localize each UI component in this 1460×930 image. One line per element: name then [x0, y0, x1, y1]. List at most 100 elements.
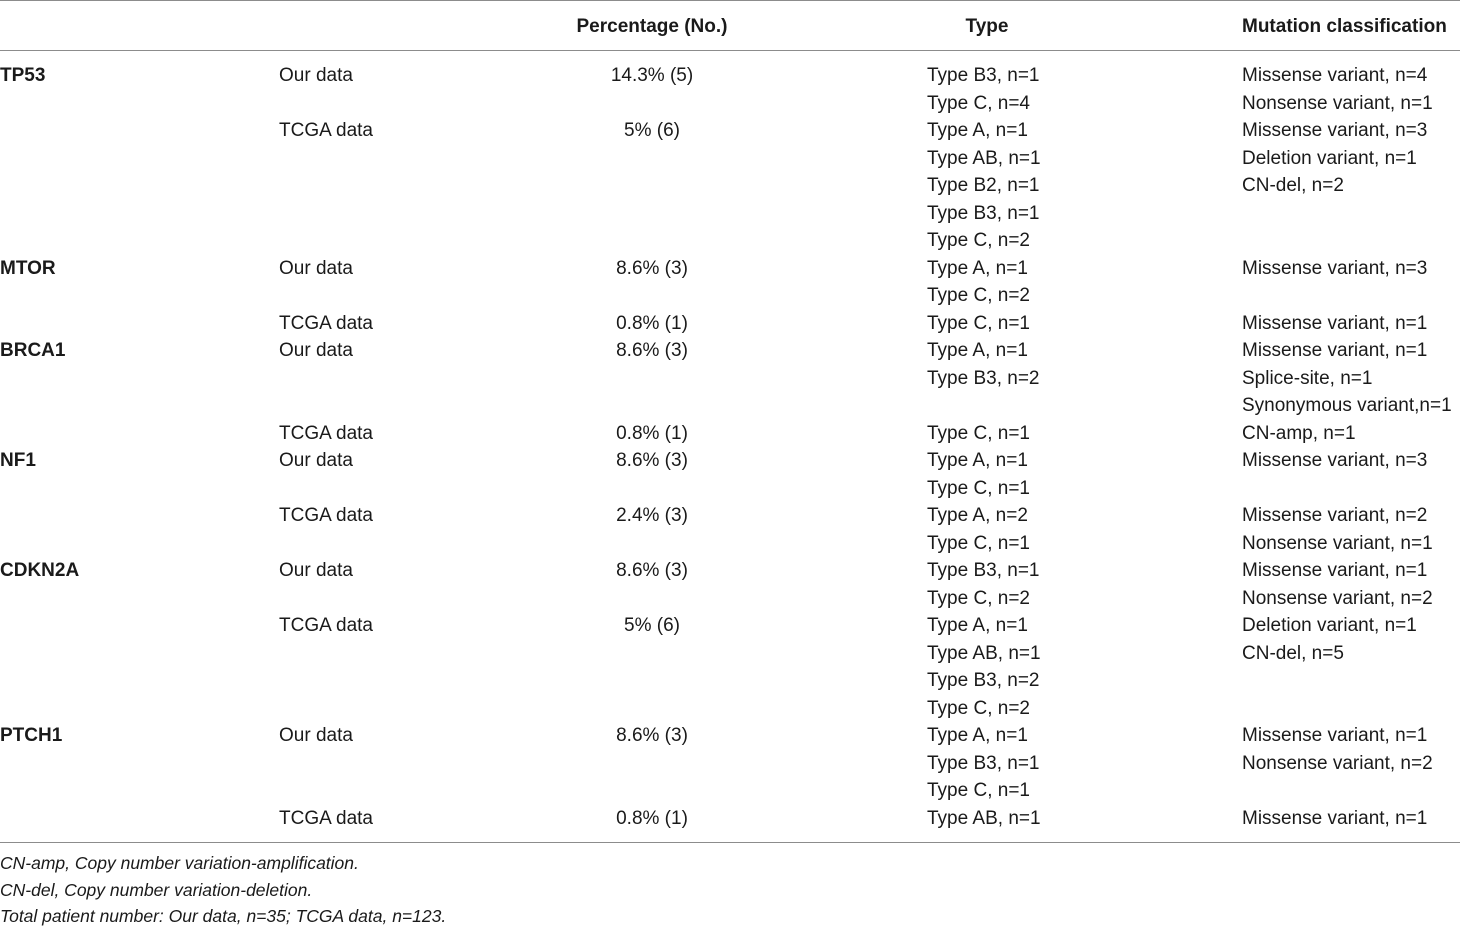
mutation-entry: Missense variant, n=1	[1242, 807, 1428, 829]
type-entry: Type C, n=2	[927, 697, 1030, 719]
table-bottom-rule	[0, 842, 1460, 843]
mutation-list: Missense variant, n=1 Nonsense variant, n…	[1242, 557, 1433, 612]
mutation-entry: Missense variant, n=4	[1242, 65, 1428, 86]
data-source: TCGA data	[279, 120, 373, 141]
table-top-rule	[0, 0, 1460, 1]
type-entry: Type B3, n=1	[927, 560, 1040, 581]
type-entry: Type C, n=2	[927, 285, 1030, 306]
header-type: Type	[965, 16, 1009, 37]
percentage-value: 0.8% (1)	[616, 312, 688, 334]
gene-name: CDKN2A	[0, 560, 80, 581]
footnotes: CN-amp, Copy number variation-amplificat…	[0, 850, 446, 930]
type-list: Type A, n=2 Type C, n=1	[927, 502, 1030, 557]
type-entry: Type B3, n=2	[927, 367, 1040, 389]
percentage-value: 0.8% (1)	[616, 807, 688, 829]
type-list: Type A, n=1 Type B3, n=2	[927, 337, 1040, 392]
type-entry: Type B3, n=2	[927, 670, 1040, 691]
percentage-value: 5% (6)	[624, 120, 680, 141]
data-source: Our data	[279, 560, 353, 581]
mutation-entry: Missense variant, n=3	[1242, 257, 1428, 279]
type-list: Type B3, n=1 Type C, n=4	[927, 62, 1040, 117]
type-entry: Type C, n=4	[927, 92, 1030, 114]
mutation-entry: CN-del, n=5	[1242, 642, 1344, 664]
mutation-entry: Nonsense variant, n=2	[1242, 752, 1433, 774]
footnote-cn-del: CN-del, Copy number variation-deletion.	[0, 879, 313, 900]
percentage-value: 0.8% (1)	[616, 422, 688, 444]
type-entry: Type C, n=1	[927, 312, 1030, 334]
mutation-list: Missense variant, n=1	[1242, 805, 1427, 833]
data-source: TCGA data	[279, 422, 373, 444]
mutation-entry: Missense variant, n=1	[1242, 312, 1428, 334]
percentage-value: 2.4% (3)	[616, 505, 688, 526]
type-entry: Type C, n=2	[927, 587, 1030, 609]
mutation-entry: Nonsense variant, n=2	[1242, 587, 1433, 609]
table-header-rule	[0, 50, 1460, 51]
type-entry: Type A, n=2	[927, 505, 1028, 526]
header-mutation-classification: Mutation classification	[1242, 16, 1447, 37]
data-source: Our data	[279, 450, 353, 471]
type-entry: Type A, n=1	[927, 257, 1028, 279]
mutation-list: Missense variant, n=1	[1242, 310, 1427, 338]
mutation-entry: Nonsense variant, n=1	[1242, 532, 1433, 554]
type-entry: Type A, n=1	[927, 450, 1028, 471]
type-list: Type C, n=1	[927, 420, 1030, 448]
type-entry: Type C, n=1	[927, 422, 1030, 444]
mutation-entry: CN-amp, n=1	[1242, 422, 1356, 444]
data-source: TCGA data	[279, 312, 373, 334]
type-list: Type A, n=1 Type AB, n=1 Type B3, n=2 Type …	[927, 612, 1041, 722]
mutation-list: CN-amp, n=1	[1242, 420, 1356, 448]
type-list: Type A, n=1 Type AB, n=1 Type B2, n=1 Type …	[927, 117, 1041, 255]
type-entry: Type B3, n=1	[927, 202, 1040, 224]
mutation-list: Missense variant, n=1 Nonsense variant, n…	[1242, 722, 1433, 777]
mutation-list: Missense variant, n=2 Nonsense variant, n…	[1242, 502, 1433, 557]
header-percentage: Percentage (No.)	[576, 16, 728, 37]
mutation-entry: Missense variant, n=2	[1242, 505, 1428, 526]
percentage-value: 8.6% (3)	[616, 725, 688, 746]
type-list: Type C, n=1	[927, 310, 1030, 338]
percentage-value: 8.6% (3)	[616, 340, 688, 361]
mutation-entry: CN-del, n=2	[1242, 175, 1344, 196]
type-entry: Type AB, n=1	[927, 147, 1041, 169]
footnote-total-patients: Total patient number: Our data, n=35; TC…	[0, 906, 447, 926]
type-entry: Type C, n=1	[927, 780, 1030, 801]
gene-name: MTOR	[0, 257, 56, 279]
type-list: Type AB, n=1	[927, 805, 1041, 833]
gene-name: NF1	[0, 450, 36, 471]
data-source: TCGA data	[279, 505, 373, 526]
data-source: TCGA data	[279, 807, 373, 829]
type-entry: Type C, n=2	[927, 230, 1030, 251]
mutation-list: Deletion variant, n=1 CN-del, n=5	[1242, 612, 1417, 667]
mutation-entry: Missense variant, n=1	[1242, 340, 1428, 361]
data-source: TCGA data	[279, 615, 373, 636]
type-list: Type A, n=1 Type B3, n=1 Type C, n=1	[927, 722, 1040, 805]
mutation-entry: Splice-site, n=1	[1242, 367, 1373, 389]
data-source: Our data	[279, 725, 353, 746]
percentage-value: 8.6% (3)	[616, 560, 688, 581]
percentage-value: 14.3% (5)	[610, 65, 694, 86]
type-entry: Type C, n=1	[927, 477, 1030, 499]
type-entry: Type B3, n=1	[927, 65, 1040, 86]
mutation-entry: Missense variant, n=1	[1242, 725, 1428, 746]
type-entry: Type B3, n=1	[927, 752, 1040, 774]
data-source: Our data	[279, 65, 353, 86]
percentage-value: 5% (6)	[624, 615, 680, 636]
type-entry: Type AB, n=1	[927, 642, 1041, 664]
data-source: Our data	[279, 257, 353, 279]
type-list: Type A, n=1 Type C, n=2	[927, 255, 1030, 310]
mutation-entry: Missense variant, n=1	[1242, 560, 1428, 581]
mutation-list: Missense variant, n=1 Splice-site, n=1 Syn…	[1242, 337, 1452, 420]
percentage-value: 8.6% (3)	[616, 450, 688, 471]
percentage-value: 8.6% (3)	[616, 257, 688, 279]
type-entry: Type AB, n=1	[927, 807, 1041, 829]
gene-name: TP53	[0, 65, 46, 86]
type-entry: Type B2, n=1	[927, 175, 1040, 196]
mutation-entry: Missense variant, n=3	[1242, 120, 1428, 141]
footnote-cn-amp: CN-amp, Copy number variation-amplificat…	[0, 853, 359, 873]
mutation-entry: Deletion variant, n=1	[1242, 615, 1417, 636]
gene-name: BRCA1	[0, 340, 66, 361]
mutation-entry: Missense variant, n=3	[1242, 450, 1428, 471]
type-entry: Type A, n=1	[927, 725, 1028, 746]
type-list: Type B3, n=1 Type C, n=2	[927, 557, 1040, 612]
mutation-list: Missense variant, n=3 Deletion variant, n…	[1242, 117, 1427, 200]
type-entry: Type A, n=1	[927, 615, 1028, 636]
